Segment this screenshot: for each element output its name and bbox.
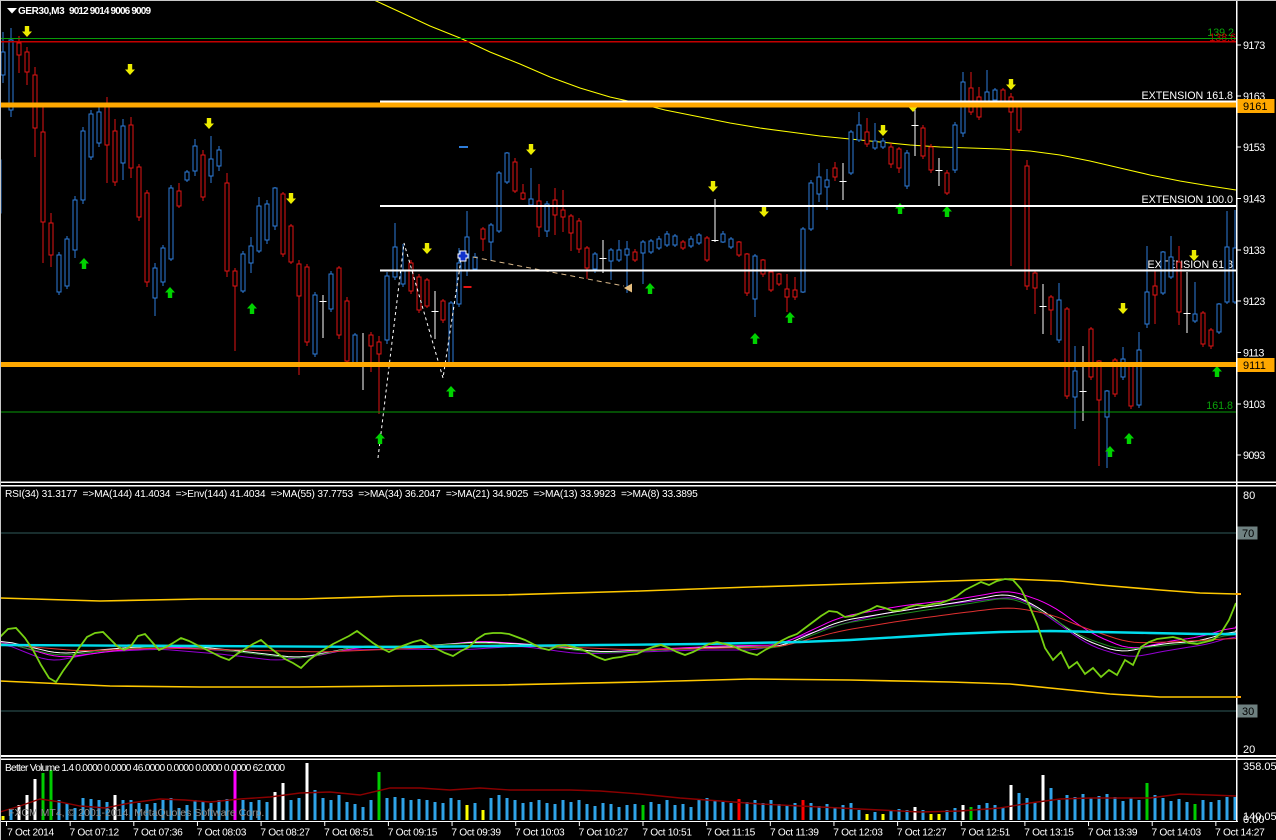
svg-text:RSI(34) 31.3177 =>MA(144) 41.: RSI(34) 31.3177 =>MA(144) 41.4034 =>Env(… [5,489,698,500]
svg-text:Better Volume 1.4 0.0000 0.000: Better Volume 1.4 0.0000 0.0000 46.0000 … [5,763,285,774]
svg-text:9093: 9093 [1243,450,1265,462]
svg-text:7 Oct 11:15: 7 Oct 11:15 [706,828,755,839]
svg-text:EXTENSION 161.8: EXTENSION 161.8 [1142,90,1234,102]
svg-text:9133: 9133 [1243,245,1265,257]
svg-text:7 Oct 09:15: 7 Oct 09:15 [388,828,438,839]
svg-text:9173: 9173 [1243,40,1265,52]
svg-text:7 Oct 09:39: 7 Oct 09:39 [451,828,501,839]
svg-text:7 Oct 07:36: 7 Oct 07:36 [133,828,183,839]
svg-text:7 Oct 13:39: 7 Oct 13:39 [1088,828,1138,839]
svg-text:9103: 9103 [1243,399,1265,411]
svg-text:70: 70 [1242,528,1254,540]
svg-text:20: 20 [1243,744,1255,756]
svg-text:7 Oct 12:03: 7 Oct 12:03 [833,828,883,839]
svg-text:7 Oct 12:27: 7 Oct 12:27 [897,828,947,839]
svg-text:7 Oct 08:27: 7 Oct 08:27 [260,828,310,839]
svg-text:EXTENSION 61.8: EXTENSION 61.8 [1147,259,1233,271]
svg-text:80: 80 [1243,490,1255,502]
svg-text:7 Oct 10:51: 7 Oct 10:51 [642,828,692,839]
svg-text:161.8: 161.8 [1206,400,1233,412]
svg-text:EXTENSION 100.0: EXTENSION 100.0 [1142,194,1234,206]
svg-text:7 Oct 10:27: 7 Oct 10:27 [579,828,629,839]
svg-text:7 Oct 07:12: 7 Oct 07:12 [69,828,119,839]
svg-text:7 Oct 08:51: 7 Oct 08:51 [324,828,374,839]
svg-text:9012 9014 9006 9009: 9012 9014 9006 9009 [69,6,151,17]
svg-text:7 Oct 13:15: 7 Oct 13:15 [1024,828,1074,839]
svg-text:GER30,M3: GER30,M3 [18,6,65,17]
svg-text:139.2: 139.2 [1207,27,1234,39]
svg-text:9111: 9111 [1243,360,1266,372]
svg-text:358.05: 358.05 [1243,761,1276,773]
svg-text:7 Oct 14:03: 7 Oct 14:03 [1152,828,1202,839]
svg-text:7 Oct 10:03: 7 Oct 10:03 [515,828,565,839]
svg-text:9113: 9113 [1243,348,1264,360]
svg-text:FXCM MT4, © 2001-2014, MetaQuo: FXCM MT4, © 2001-2014, MetaQuotes Softwa… [8,807,264,819]
svg-text:7 Oct 2014: 7 Oct 2014 [7,828,54,839]
svg-text:7 Oct 11:39: 7 Oct 11:39 [770,828,819,839]
svg-text:30: 30 [1242,706,1254,718]
svg-text:9153: 9153 [1243,142,1265,154]
svg-text:7 Oct 12:51: 7 Oct 12:51 [961,828,1011,839]
svg-text:7 Oct 14:27: 7 Oct 14:27 [1215,828,1265,839]
svg-text:0.00: 0.00 [1243,814,1264,826]
svg-text:9143: 9143 [1243,194,1265,206]
svg-text:7 Oct 08:03: 7 Oct 08:03 [197,828,247,839]
svg-text:140.05: 140.05 [1243,811,1276,823]
svg-text:9161: 9161 [1243,101,1267,113]
svg-text:9123: 9123 [1243,296,1265,308]
